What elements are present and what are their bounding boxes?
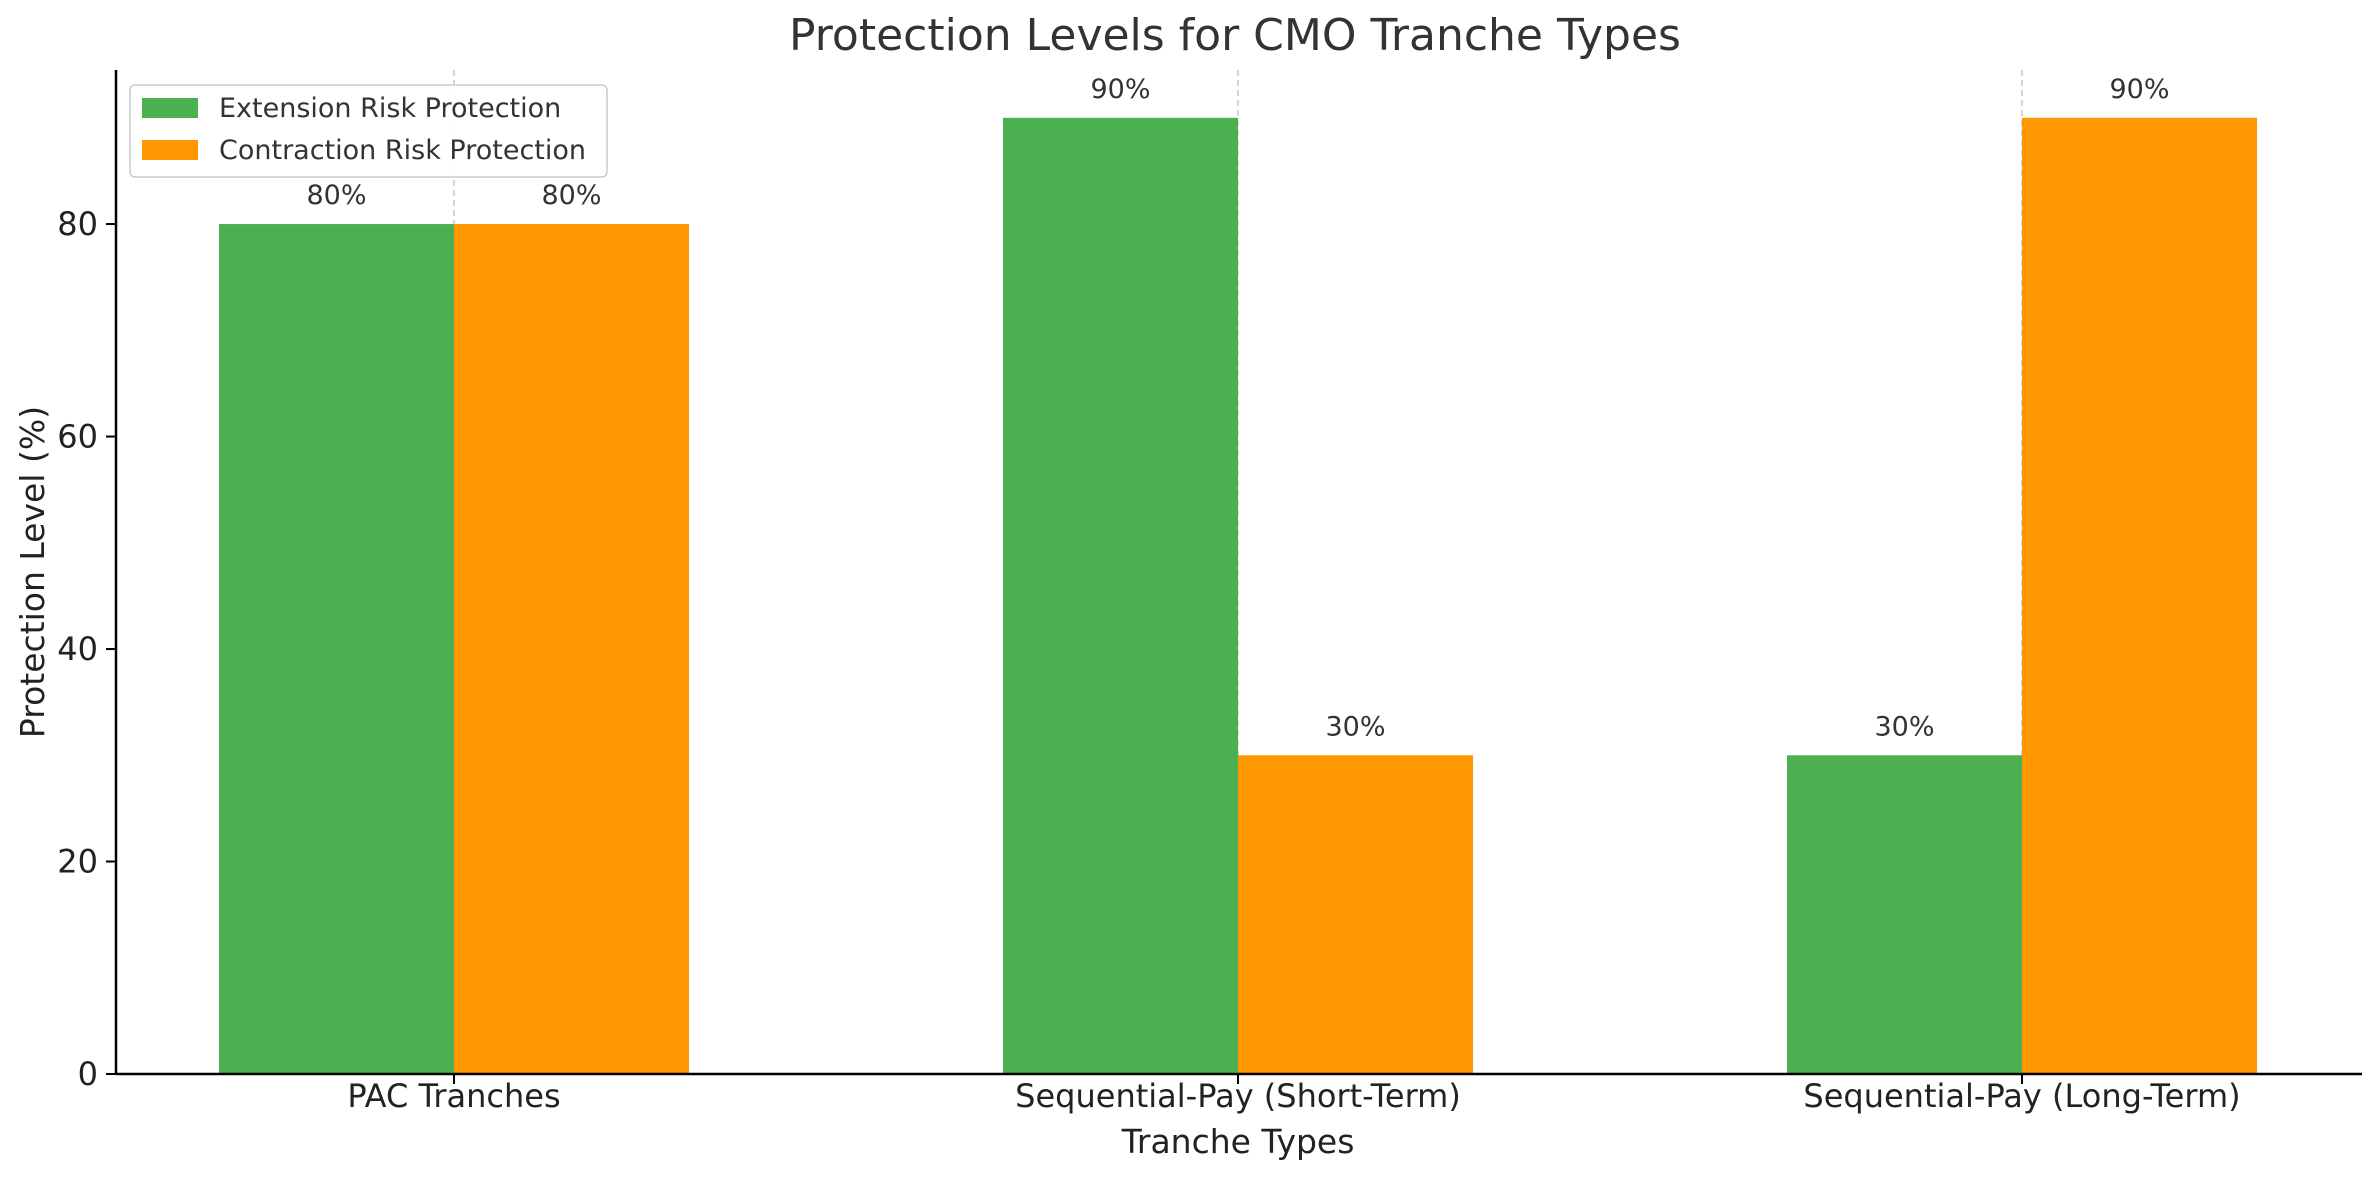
y-tick-label: 20 [57, 843, 98, 881]
y-tick-label: 80 [57, 205, 98, 243]
bar-value-label: 80% [306, 180, 366, 211]
bar-value-label: 30% [1874, 711, 1934, 742]
bar-extension [1787, 755, 2022, 1074]
bar-contraction [1238, 755, 1473, 1074]
bar-value-label: 90% [2109, 74, 2169, 105]
bar-contraction [454, 224, 689, 1074]
legend-frame [129, 84, 608, 178]
x-tick-label: Sequential-Pay (Long-Term) [1803, 1077, 2240, 1115]
bar-value-label: 90% [1090, 74, 1150, 105]
x-axis-label: Tranche Types [1121, 1122, 1355, 1161]
bar-contraction [2022, 117, 2257, 1075]
x-ticks: PAC Tranches Sequential-Pay (Short-Term) S… [347, 1074, 2241, 1115]
legend-label: Contraction Risk Protection [219, 135, 586, 166]
y-tick-label: 60 [57, 418, 98, 456]
legend-swatch [142, 98, 198, 118]
legend: Extension Risk Protection Contraction Ris… [129, 84, 608, 178]
x-tick-label: PAC Tranches [347, 1077, 560, 1115]
x-tick-label: Sequential-Pay (Short-Term) [1015, 1077, 1461, 1115]
bar-extension [1003, 117, 1238, 1075]
value-labels: 80% 90% 30% 80% 30% 90% [306, 74, 2169, 742]
legend-label: Extension Risk Protection [219, 93, 561, 124]
legend-swatch [142, 140, 198, 160]
bar-value-label: 30% [1325, 711, 1385, 742]
bar-value-label: 80% [541, 180, 601, 211]
bars [219, 117, 2257, 1075]
bar-extension [219, 224, 454, 1074]
y-tick-label: 0 [78, 1055, 98, 1093]
chart-title: Protection Levels for CMO Tranche Types [789, 10, 1681, 61]
y-ticks: 0 20 40 60 80 [57, 205, 116, 1093]
y-tick-label: 40 [57, 630, 98, 668]
y-axis-label: Protection Level (%) [13, 406, 52, 738]
